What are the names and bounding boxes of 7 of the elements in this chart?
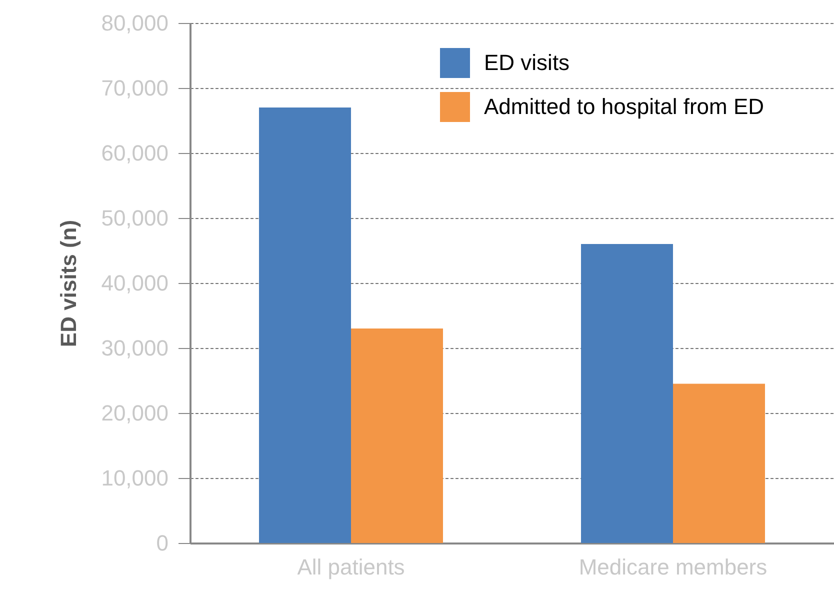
legend-label: Admitted to hospital from ED [484,94,764,119]
bar [673,384,765,543]
bar [581,244,673,543]
bar [351,328,443,543]
legend-label: ED visits [484,50,570,75]
y-axis-title: ED visits (n) [56,220,82,348]
bar [259,108,351,543]
